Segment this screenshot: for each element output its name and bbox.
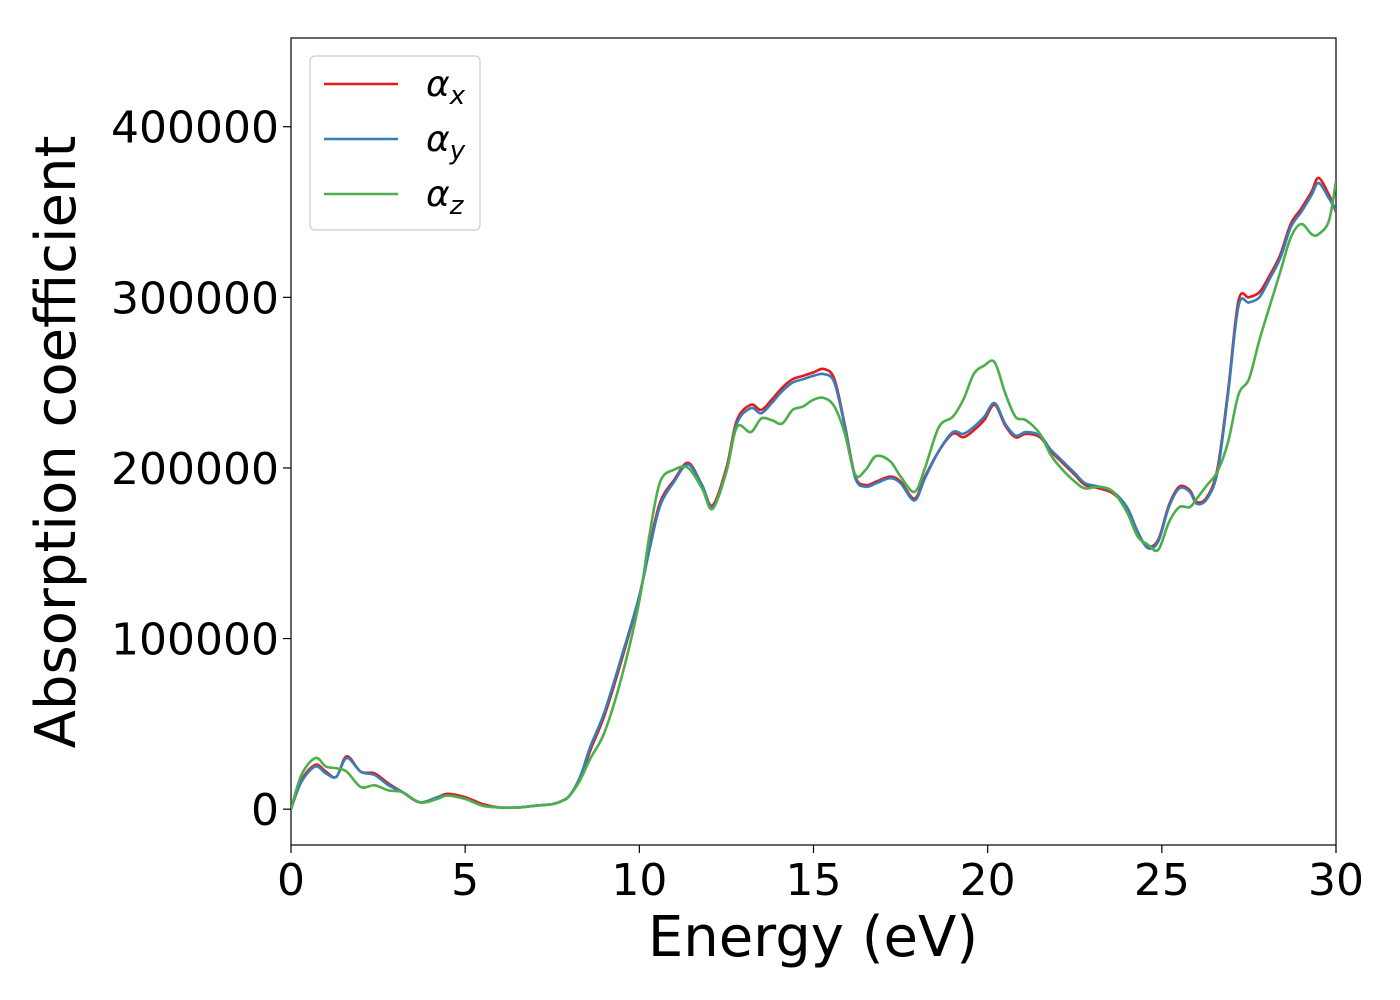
x-tick-label: 25 [1134, 855, 1190, 906]
series-line-y [291, 181, 1336, 810]
y-axis-label: Absorption coefficient [24, 136, 89, 749]
legend-label-x: αx [426, 64, 466, 111]
x-tick-label: 10 [611, 855, 667, 906]
legend-label-y: αy [426, 119, 466, 166]
series-line-x [291, 176, 1336, 810]
y-tick-label: 200000 [111, 444, 279, 495]
y-axis-ticks: 0 100000 200000 300000 400000 [111, 103, 291, 836]
x-tick-label: 30 [1308, 855, 1364, 906]
y-tick-label: 0 [251, 785, 279, 836]
x-axis-label: Energy (eV) [648, 905, 978, 970]
x-tick-label: 20 [960, 855, 1016, 906]
x-axis-ticks: 0 5 10 15 20 25 30 [277, 845, 1364, 906]
legend: αx αy αz [309, 55, 481, 231]
series-layer [291, 176, 1336, 810]
x-tick-label: 15 [786, 855, 842, 906]
y-tick-label: 400000 [111, 103, 279, 154]
legend-label-z: αz [426, 174, 465, 221]
y-tick-label: 300000 [111, 273, 279, 324]
series-line-z [291, 181, 1336, 810]
legend-box [309, 55, 481, 231]
y-tick-label: 100000 [111, 615, 279, 666]
x-tick-label: 0 [277, 855, 305, 906]
x-tick-label: 5 [451, 855, 479, 906]
